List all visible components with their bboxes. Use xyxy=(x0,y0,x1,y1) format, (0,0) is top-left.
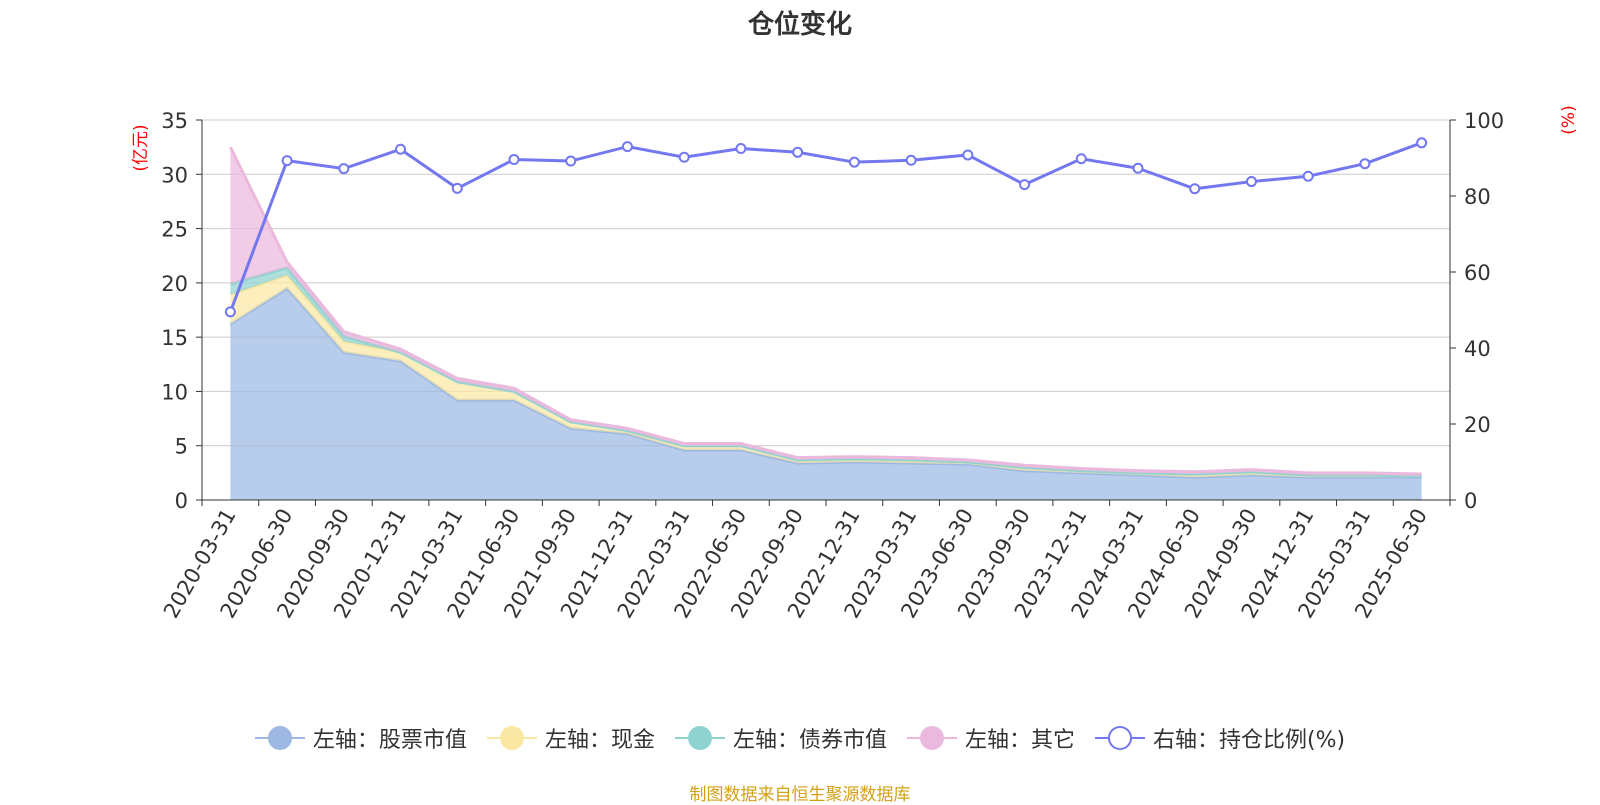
legend-marker-icon xyxy=(254,725,305,751)
ratio-point xyxy=(905,154,917,166)
area-stock xyxy=(230,288,1422,500)
ratio-point xyxy=(224,306,236,318)
legend-item-cash[interactable]: 左轴：现金 xyxy=(486,722,655,754)
ratio-line xyxy=(228,141,1423,313)
y-left-tick-label: 20 xyxy=(161,272,188,296)
ratio-point xyxy=(1359,158,1371,170)
legend-item-bond[interactable]: 左轴：债券市值 xyxy=(674,722,887,754)
y-right-tick-label: 60 xyxy=(1464,261,1491,285)
legend: 左轴：股票市值 左轴：现金 左轴：债券市值 左轴：其它 右轴：持仓比例(%) xyxy=(0,722,1600,754)
axis-layer xyxy=(196,119,1456,506)
y-left-tick-label: 15 xyxy=(161,326,188,350)
legend-label: 左轴：现金 xyxy=(544,728,655,753)
ratio-point xyxy=(508,154,520,166)
y-right-tick-label: 80 xyxy=(1464,185,1491,209)
legend-label: 左轴：债券市值 xyxy=(732,728,887,753)
y-left-tick-label: 10 xyxy=(161,380,188,404)
legend-marker-icon xyxy=(674,725,725,751)
y-right-tick-label: 100 xyxy=(1464,109,1504,133)
ratio-point xyxy=(1245,176,1257,188)
ratio-point xyxy=(1019,179,1031,191)
source-note: 制图数据来自恒生聚源数据库 xyxy=(689,785,911,805)
legend-label: 左轴：其它 xyxy=(964,728,1075,753)
legend-item-other[interactable]: 左轴：其它 xyxy=(906,722,1075,754)
y-left-tick-label: 25 xyxy=(161,218,188,242)
ratio-point xyxy=(1302,170,1314,182)
ratio-point xyxy=(848,156,860,168)
y-left-tick-label: 0 xyxy=(175,489,188,513)
ratio-point xyxy=(451,182,463,194)
legend-label: 左轴：股票市值 xyxy=(312,728,467,753)
ratio-point xyxy=(1132,162,1144,174)
line-layer xyxy=(224,137,1428,318)
ratio-point xyxy=(1189,183,1201,195)
ratio-point xyxy=(962,149,974,161)
y-left-tick-label: 35 xyxy=(161,109,188,133)
legend-marker-icon xyxy=(1094,725,1145,751)
ratio-point xyxy=(792,146,804,158)
area-edge-other xyxy=(229,146,1422,476)
legend-label: 右轴：持仓比例(%) xyxy=(1152,728,1346,753)
ratio-point xyxy=(395,143,407,155)
y-left-tick-label: 5 xyxy=(175,435,188,459)
area-layer xyxy=(229,146,1422,500)
ratio-point xyxy=(1416,137,1428,149)
area-edge-stock xyxy=(229,286,1422,479)
ratio-point xyxy=(621,141,633,153)
ratio-point xyxy=(281,155,293,167)
chart-title: 仓位变化 xyxy=(747,10,852,40)
ratio-point xyxy=(338,163,350,175)
ratio-point xyxy=(678,151,690,163)
legend-item-ratio[interactable]: 右轴：持仓比例(%) xyxy=(1094,722,1346,754)
ratio-point xyxy=(565,155,577,167)
y-left-unit-label: (亿元) xyxy=(131,124,151,171)
legend-marker-icon xyxy=(906,725,957,751)
chart-canvas: 051015202530350204060801002020-03-312020… xyxy=(131,105,1579,622)
y-right-tick-label: 40 xyxy=(1464,337,1491,361)
ratio-point xyxy=(735,143,747,154)
y-right-unit-label: (%) xyxy=(1559,105,1579,134)
y-right-tick-label: 20 xyxy=(1464,413,1491,437)
y-right-tick-label: 0 xyxy=(1464,489,1477,513)
ratio-point xyxy=(1075,153,1087,165)
y-left-tick-label: 30 xyxy=(161,163,188,187)
legend-marker-icon xyxy=(486,725,537,751)
legend-item-stock[interactable]: 左轴：股票市值 xyxy=(254,722,467,754)
